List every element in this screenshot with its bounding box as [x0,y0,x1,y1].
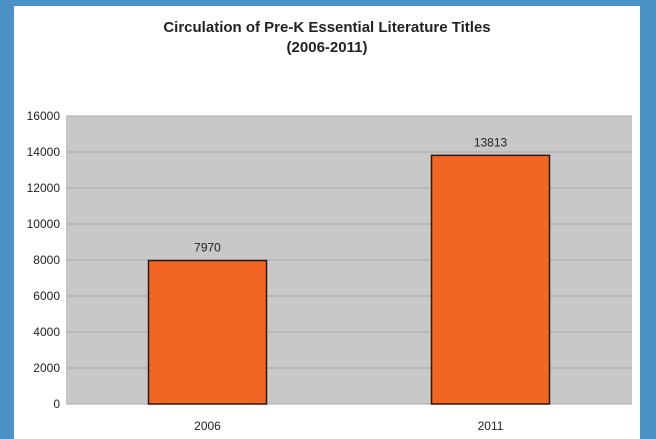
bar-chart: 0 2000 4000 6000 8000 10000 12000 14000 16000 79… [27,109,632,433]
bars [147,154,551,405]
y-tick-label: 12000 [27,181,61,195]
y-tick-label: 8000 [33,253,60,267]
bar-2006 [147,259,268,405]
x-tick-label-2011: 2011 [478,419,504,433]
chart-title-block: Circulation of Pre-K Essential Literatur… [14,18,640,58]
value-labels: 7970 13813 [194,135,507,254]
y-tick-label: 2000 [33,361,60,375]
chart-title: Circulation of Pre-K Essential Literatur… [163,19,491,36]
x-axis-ticks: 2006 2011 [194,419,504,433]
y-tick-label: 4000 [33,325,60,339]
value-label-2011: 13813 [474,135,508,149]
chart-card: Circulation of Pre-K Essential Literatur… [14,6,640,439]
y-tick-label: 14000 [27,145,61,159]
value-label-2006: 7970 [194,241,221,255]
y-tick-label: 0 [53,397,60,411]
y-tick-label: 16000 [27,109,61,123]
y-tick-label: 10000 [27,217,61,231]
x-tick-label-2006: 2006 [194,419,221,433]
chart-subtitle: (2006-2011) [286,39,368,56]
y-axis-ticks: 0 2000 4000 6000 8000 10000 12000 14000 16000 [27,109,61,411]
bar-2011 [430,154,551,405]
y-tick-label: 6000 [33,289,60,303]
